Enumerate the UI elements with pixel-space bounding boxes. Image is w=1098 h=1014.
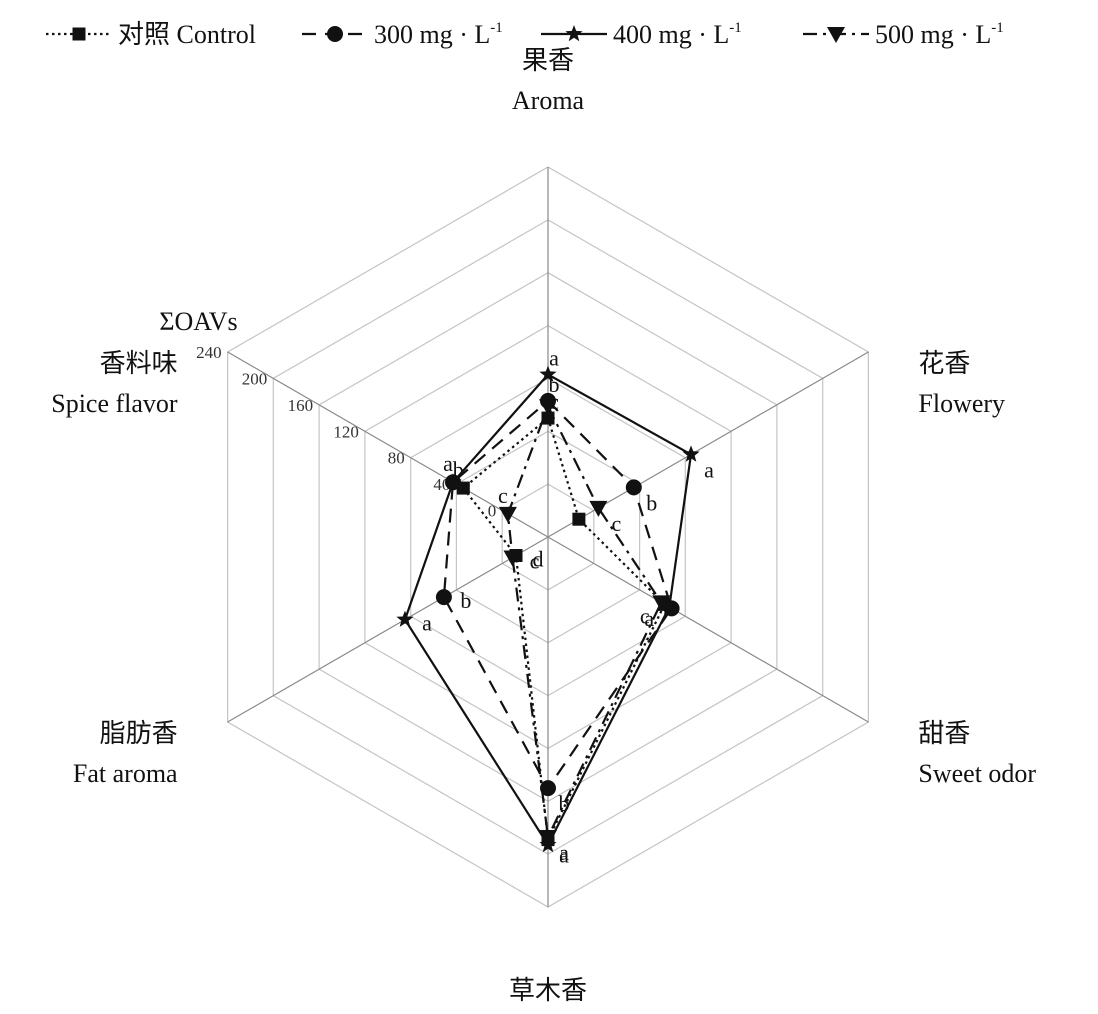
legend-marker: [327, 26, 343, 42]
significance-label: a: [644, 606, 654, 631]
series-marker: [660, 598, 678, 615]
tick-label: 200: [242, 369, 268, 388]
significance-label: b: [453, 457, 464, 482]
legend-label: 300 mg · L-1: [374, 20, 503, 49]
tick-label: 120: [333, 422, 359, 441]
axis-label-zh: 香料味: [100, 349, 178, 379]
series-marker: [540, 780, 556, 797]
series-marker: [652, 595, 671, 612]
axis-label-en: Spice flavor: [51, 389, 178, 418]
series-marker: [539, 365, 557, 382]
legend-marker: [72, 27, 86, 41]
legend-marker: [827, 27, 845, 43]
significance-label: a: [549, 346, 559, 371]
significance-label: c: [498, 483, 508, 508]
series-marker: [503, 550, 522, 567]
significance-label: d: [533, 547, 544, 572]
significance-label: c: [640, 603, 650, 628]
significance-label: c: [530, 549, 540, 574]
series-marker: [396, 610, 414, 627]
series-marker: [444, 473, 462, 490]
significance-label: b: [460, 588, 471, 613]
significance-label: a: [422, 611, 432, 636]
series-marker: [498, 506, 517, 523]
axis-label-zh: 脂肪香: [100, 719, 178, 749]
axis-label-zh: 草木香: [509, 976, 587, 1006]
series-marker: [541, 411, 555, 425]
legend-label: 400 mg · L-1: [613, 20, 742, 49]
significance-label: a: [559, 843, 569, 868]
axis-label-zh: 甜香: [918, 719, 970, 749]
axis-label-zh: 花香: [918, 349, 970, 379]
significance-label: c: [549, 389, 559, 414]
series-marker: [572, 512, 586, 526]
grid-spoke: [227, 351, 549, 538]
significance-label: a: [443, 451, 453, 476]
series-marker: [589, 500, 608, 517]
tick-label: 0: [488, 502, 497, 521]
legend: 对照 Control 300 mg · L-1 400 mg · L-1 500 mg…: [46, 20, 1004, 49]
axis-label-en: Sweet odor: [918, 759, 1036, 788]
series-marker: [539, 399, 557, 416]
significance-label: c: [612, 511, 622, 536]
significance-label: b: [559, 791, 570, 816]
series-marker: [435, 589, 452, 606]
legend-marker: [565, 25, 583, 42]
tick-label: 160: [288, 396, 314, 415]
significance-label: a: [559, 840, 569, 865]
tick-label: 80: [388, 449, 405, 468]
legend-label: 对照 Control: [118, 20, 256, 49]
series-marker: [682, 445, 700, 462]
significance-label: b: [646, 490, 657, 515]
series-marker: [625, 479, 642, 496]
grid-spoke: [547, 536, 869, 723]
axis-label-en: Flowery: [918, 389, 1005, 418]
tick-label: 240: [196, 343, 222, 362]
significance-label: b: [549, 372, 560, 397]
axis-label-zh: 果香: [522, 46, 574, 76]
legend-label: 500 mg · L-1: [875, 20, 1004, 49]
significance-label: a: [704, 457, 714, 482]
series-markers: [396, 365, 700, 853]
axis-label-en: Fat aroma: [73, 759, 178, 788]
series-marker: [539, 830, 557, 846]
axis-title: ΣOAVs: [159, 307, 237, 336]
grid-spoke: [227, 536, 549, 723]
axis-label-en: Aroma: [512, 86, 585, 115]
series-line: [442, 399, 673, 790]
